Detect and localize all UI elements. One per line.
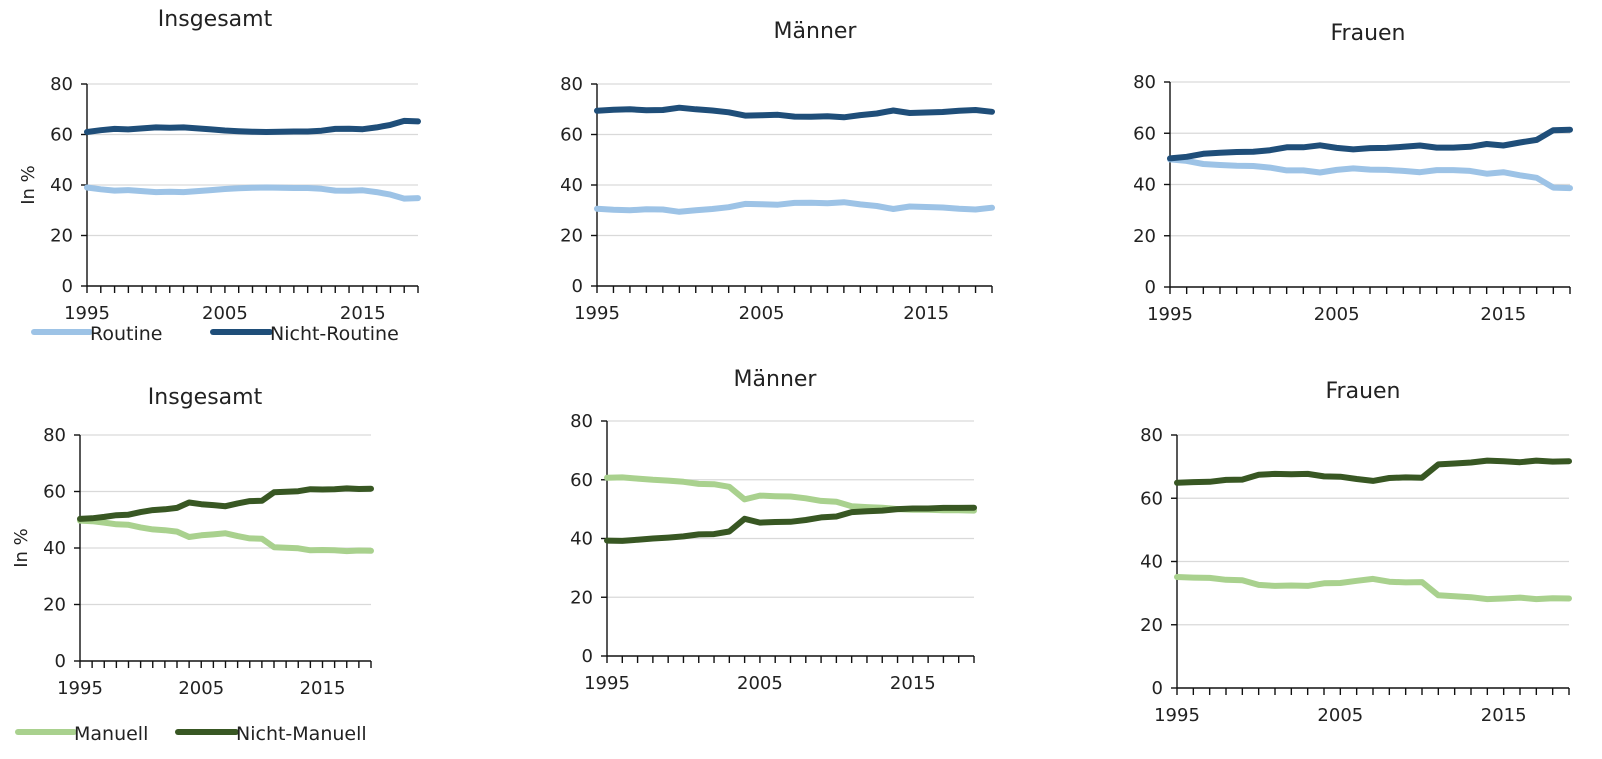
x-tick-label: 1995 xyxy=(1154,705,1200,726)
legend-label: Nicht-Routine xyxy=(270,323,399,345)
y-tick-label: 0 xyxy=(1145,277,1156,298)
y-tick-label: 40 xyxy=(570,529,593,550)
legend-label: Routine xyxy=(90,323,162,345)
y-tick-label: 20 xyxy=(560,226,583,247)
y-tick-label: 80 xyxy=(1133,72,1156,93)
series-line-routine xyxy=(594,199,995,215)
chart-title: Frauen xyxy=(1325,379,1400,404)
y-tick-label: 80 xyxy=(570,411,593,432)
x-tick-label: 2015 xyxy=(903,303,949,324)
y-tick-label: 80 xyxy=(560,74,583,95)
series-line-nicht-routine xyxy=(1167,126,1573,162)
x-tick-label: 2015 xyxy=(300,678,346,699)
chart-title: Frauen xyxy=(1330,21,1405,46)
x-tick-label: 2005 xyxy=(1314,304,1360,325)
y-tick-label: 60 xyxy=(43,482,66,503)
y-tick-label: 60 xyxy=(560,125,583,146)
y-tick-label: 0 xyxy=(572,276,583,297)
y-tick-label: 40 xyxy=(560,175,583,196)
x-tick-label: 1995 xyxy=(574,303,620,324)
y-axis-label: In % xyxy=(11,528,32,568)
y-tick-label: 80 xyxy=(43,425,66,446)
x-tick-label: 2015 xyxy=(340,303,386,324)
y-tick-label: 80 xyxy=(50,74,73,95)
chart-title: Insgesamt xyxy=(158,7,273,32)
x-tick-label: 2015 xyxy=(1480,304,1526,325)
y-tick-label: 20 xyxy=(570,587,593,608)
x-tick-label: 1995 xyxy=(57,678,103,699)
chart-panel-6: Frauen 0 20 40 60 80 1995 2005 2015 xyxy=(1140,379,1572,726)
chart-title: Männer xyxy=(774,19,858,44)
legend-2: Manuell Nicht-Manuell xyxy=(15,723,367,745)
chart-panel-5: Männer 0 20 40 60 80 1995 2005 2015 xyxy=(570,367,977,694)
series-line-nicht-routine xyxy=(594,104,995,121)
legend-label: Nicht-Manuell xyxy=(236,723,367,745)
y-tick-label: 20 xyxy=(50,226,73,247)
y-tick-label: 80 xyxy=(1140,425,1163,446)
y-tick-label: 40 xyxy=(50,175,73,196)
legend-1: Routine Nicht-Routine xyxy=(31,323,399,345)
legend-label: Manuell xyxy=(74,723,148,745)
x-tick-label: 2005 xyxy=(737,673,783,694)
chart-panel-1: Insgesamt 0 20 40 60 80 1995 2005 2015 In % xyxy=(18,7,421,324)
y-tick-label: 20 xyxy=(1133,226,1156,247)
series-line-nicht-routine xyxy=(84,117,421,135)
y-tick-label: 0 xyxy=(1152,678,1163,699)
series-line-nicht-manuell xyxy=(77,485,374,522)
y-tick-label: 40 xyxy=(1133,175,1156,196)
y-tick-label: 40 xyxy=(43,538,66,559)
x-tick-label: 2005 xyxy=(1317,705,1363,726)
y-tick-label: 20 xyxy=(1140,615,1163,636)
y-tick-label: 60 xyxy=(50,125,73,146)
x-tick-label: 2015 xyxy=(890,673,936,694)
x-tick-label: 1995 xyxy=(1147,304,1193,325)
series-line-nicht-manuell xyxy=(1174,457,1572,486)
series-line-manuell xyxy=(77,517,374,555)
chart-title: Insgesamt xyxy=(148,385,263,410)
chart-title: Männer xyxy=(734,367,818,392)
y-tick-label: 0 xyxy=(582,646,593,667)
y-tick-label: 0 xyxy=(62,276,73,297)
x-tick-label: 2005 xyxy=(178,678,224,699)
series-line-routine xyxy=(1167,156,1573,192)
x-tick-label: 1995 xyxy=(584,673,630,694)
x-tick-label: 2015 xyxy=(1481,705,1527,726)
series-line-routine xyxy=(84,184,421,202)
x-tick-label: 2005 xyxy=(739,303,785,324)
y-tick-label: 0 xyxy=(55,651,66,672)
y-tick-label: 60 xyxy=(1140,488,1163,509)
y-tick-label: 20 xyxy=(43,595,66,616)
chart-panel-3: Frauen 0 20 40 60 80 1995 2005 2015 xyxy=(1133,21,1573,325)
series-line-manuell xyxy=(1174,574,1572,603)
chart-panel-4: Insgesamt 0 20 40 60 80 1995 2005 2015 In % xyxy=(11,385,374,699)
y-axis-label: In % xyxy=(18,165,39,205)
x-tick-label: 2005 xyxy=(202,303,248,324)
chart-panel-2: Männer 0 20 40 60 80 1995 2005 2015 xyxy=(560,19,995,324)
series-line-nicht-manuell xyxy=(604,504,977,544)
y-tick-label: 60 xyxy=(570,470,593,491)
y-tick-label: 40 xyxy=(1140,552,1163,573)
x-tick-label: 1995 xyxy=(64,303,110,324)
y-tick-label: 60 xyxy=(1133,123,1156,144)
